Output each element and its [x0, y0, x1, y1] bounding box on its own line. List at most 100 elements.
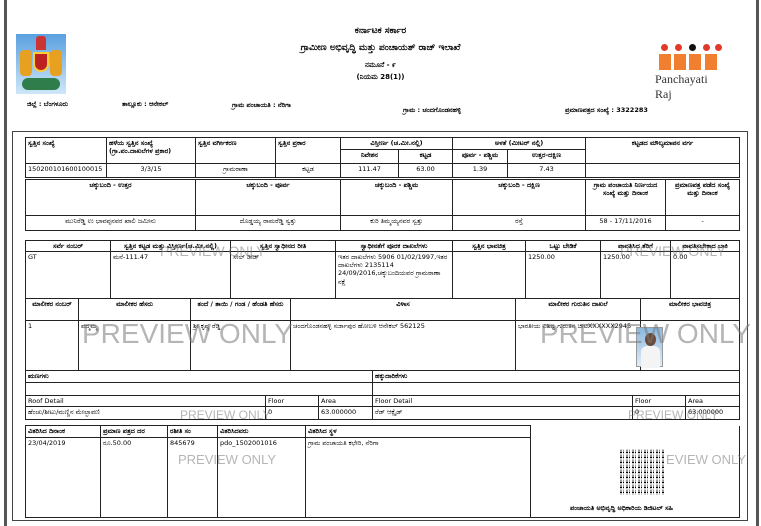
owner-table: ಮಾಲೀಕರ ನಂಬರ್ ಮಾಲೀಕರ ಹೆಸರು ತಂದೆ / ತಾಯಿ / ಗಂ… — [25, 298, 740, 371]
owner-name: ಪದ್ಮಮ್ಮ — [78, 320, 191, 371]
hdr-owner-photo: ಮಾಲೀಕರ ಭಾವಚಿತ್ರ — [640, 298, 740, 321]
village: ಗ್ರಾಮ : ಚಂದಗೊಂಡನಹಳ್ಳಿ — [403, 106, 461, 114]
rights-label: ಹಕ್ಕುದಾರಿಕೆಗಳು — [372, 370, 740, 383]
roof-detail: ಹೆಂಚು/ಶೀಟು/ಮಣ್ಣಿನ ಮೇಲ್ಛಾವಣಿ — [25, 406, 266, 421]
east-west: 1.39 — [452, 163, 508, 178]
liabilities-value — [25, 382, 373, 396]
hdr-tax-paid: ಪಾವತಿಸಿದ ತೆರಿಗೆ — [600, 239, 671, 253]
east-boundary: ದೊಡ್ಡಯ್ಯ ರಾಮರೆಡ್ಡಿ ಸ್ವತ್ತು — [195, 215, 341, 231]
certificate-number: ಪ್ರಮಾಣಪತ್ರದ ಸಂಖ್ಯೆ : 3322283 — [565, 106, 648, 114]
hdr-survey-number: ಸರ್ವೆ ನಂಬರ್ — [25, 239, 111, 253]
hdr-floor-area: Area — [685, 394, 740, 408]
roof-area: 63.000000 — [318, 406, 373, 421]
page-edge-left — [4, 0, 7, 526]
owner-address: ಚಂದಗೊಂಡನಹಳ್ಳಿ ಸರ್ಜಾಪುರ ಹೋಬಳಿ ಆನೇಕಲ್ 5621… — [290, 320, 516, 371]
floor-floor: 0 — [632, 406, 686, 421]
hdr-owner-number: ಮಾಲೀಕರ ನಂಬರ್ — [25, 298, 79, 321]
issue-date: 23/04/2019 — [25, 437, 101, 518]
hdr-balance: ಪಾವತಿಸಬೇಕಾದ ಬಾಕಿ — [670, 239, 740, 253]
hdr-roof-floor: Floor — [265, 394, 319, 408]
documents: ಇತರ ದಾಖಲೆಗಳು 5906 01/02/1997,ಇತರ ದಾಖಲೆಗಳ… — [335, 251, 453, 300]
hdr-issued-by: ವಿತರಿಸಿದವರು — [217, 425, 306, 438]
boundaries-table: ಚಕ್ಕುಬಂದಿ - ಉತ್ತರ ಚಕ್ಕುಬಂದಿ - ಪೂರ್ವ ಚಕ್ಕುಬ… — [25, 179, 740, 231]
gram-panchayat: ಗ್ರಾಮ ಪಂಚಾಯತಿ : ನೆರಿಗಾ — [232, 101, 291, 109]
north-south: 7.43 — [506, 163, 587, 178]
digital-signature-label: ಪಂಚಾಯತಿ ಅಭಿವೃದ್ಧಿ ಅಧಿಕಾರಿಯ ಡಿಜಿಟಲ್ ಸಹಿ — [570, 504, 674, 512]
relative-name: ಶ್ರೀ ಕೃಷ್ಣ ರೆಡ್ಡಿ — [190, 320, 291, 371]
hdr-east: ಚಕ್ಕುಬಂದಿ - ಪೂರ್ವ — [195, 179, 341, 216]
document-frame — [12, 131, 748, 521]
karnataka-emblem-logo — [16, 34, 66, 94]
south-boundary: ರಸ್ತೆ — [452, 215, 586, 231]
roof-floor: 0 — [265, 406, 319, 421]
hdr-old-property-number: ಹಳೆಯ ಸ್ವತ್ತಿನ ಸಂಖ್ಯೆ (ಗ್ರಾ.ಪಂ.ದಾಖಲೆಗಳ ಪ್… — [106, 137, 196, 164]
hdr-owner-id: ಮಾಲೀಕರ ಗುರುತಿನ ದಾಖಲೆ — [515, 298, 641, 321]
hdr-building-area: ಸ್ವತ್ತಿನ ಕಟ್ಟಡ ಮತ್ತು ವಿಸ್ತೀರ್ಣ(ಚ.ಮೀ.ನಲ್ಲ… — [110, 239, 231, 253]
issue-table: ವಿತರಿಸಿದ ದಿನಾಂಕ ಪ್ರಮಾಣ ಪತ್ರದ ದರ ರಶೀತಿ ಸಂ ವಿ… — [25, 425, 740, 518]
government-title: ಕರ್ನಾಟಕ ಸರ್ಕಾರ — [354, 26, 407, 36]
owner-photo — [636, 327, 663, 368]
issue-place: ಗ್ರಾಮ ಪಂಚಾಯತಿ ಕಛೇರಿ, ನೆರಿಗಾ — [305, 437, 531, 518]
fee: ರೂ.50.00 — [100, 437, 168, 518]
hdr-issue-place: ವಿತರಿಸಿದ ಸ್ಥಳ — [305, 425, 531, 438]
north-boundary: ಮುನಿರೆಡ್ಡಿ ಉ ಭಾವಪ್ಪನವರ ಖಾಲಿ ಜಮೀನು — [25, 215, 196, 231]
hdr-receipt: ರಶೀತಿ ಸಂ — [167, 425, 218, 438]
panchayati-raj-logo: Panchayati Raj — [655, 42, 725, 101]
valuation — [585, 163, 740, 178]
hdr-address: ವಿಳಾಸ — [290, 298, 516, 321]
survey-number: GT — [25, 251, 111, 300]
rule-number: (ನಿಯಮ 28(1)) — [356, 73, 405, 81]
property-table: ಸ್ವತ್ತಿನ ಸಂಖ್ಯೆ ಹಳೆಯ ಸ್ವತ್ತಿನ ಸಂಖ್ಯೆ (ಗ್ರ… — [25, 137, 740, 178]
qr-code — [620, 449, 664, 495]
hdr-owner-name: ಮಾಲೀಕರ ಹೆಸರು — [78, 298, 191, 321]
survey-table: ಸರ್ವೆ ನಂಬರ್ ಸ್ವತ್ತಿನ ಕಟ್ಟಡ ಮತ್ತು ವಿಸ್ತೀರ್… — [25, 239, 740, 300]
hdr-resolution: ಗ್ರಾಮ ಪಂಚಾಯತಿ ನಿರ್ಣಯದ ಸಂಖ್ಯೆ ಮತ್ತು ದಿನಾಂ… — [585, 179, 666, 216]
building-area: 63.00 — [398, 163, 453, 178]
issued-by: pdo_1502001016 — [217, 437, 306, 518]
hdr-total-demand: ಒಟ್ಟು ಬೇಡಿಕೆ — [525, 239, 601, 253]
floor-detail: ರೆಡ್ ಆಕ್ಸೈಡ್ — [372, 406, 633, 421]
hdr-property-type: ಸ್ವತ್ತಿನ ಪ್ರಕಾರ — [275, 137, 341, 164]
possession-type: ಸೇಲ್ ಡೀಡ್ — [230, 251, 336, 300]
logo-text: Panchayati Raj — [655, 72, 708, 101]
rights-value — [372, 382, 740, 396]
hdr-west: ಚಕ್ಕುಬಂದಿ - ಪಶ್ಚಿಮ — [340, 179, 453, 216]
balance: 0.00 — [670, 251, 740, 300]
tax-paid: 1250.00 — [600, 251, 671, 300]
hdr-property-number: ಸ್ವತ್ತಿನ ಸಂಖ್ಯೆ — [25, 137, 107, 164]
hdr-area: ವಿಸ್ತೀರ್ಣ (ಚ.ಮೀ.ನಲ್ಲಿ) — [340, 137, 453, 150]
liabilities-label: ಋಣಗಳು — [25, 370, 373, 383]
hdr-property-photo: ಸ್ವತ್ತಿನ ಭಾವಚಿತ್ರ — [452, 239, 526, 253]
hdr-relative-name: ತಂದೆ / ತಾಯಿ / ಗಂಡ / ಹೆಂಡತಿ ಹೆಸರು — [190, 298, 291, 321]
hdr-floor-detail: Floor Detail — [372, 394, 633, 408]
department-title: ಗ್ರಾಮೀಣ ಅಭಿವೃದ್ಧಿ ಮತ್ತು ಪಂಚಾಯತ್ ರಾಜ್ ಇಲಾ… — [300, 43, 461, 53]
hdr-north: ಚಕ್ಕುಬಂದಿ - ಉತ್ತರ — [25, 179, 196, 216]
hdr-possession: ಸ್ವತ್ತಿನ ಸ್ವಾಧೀನದ ರೀತಿ — [230, 239, 336, 253]
hdr-roof-area: Area — [318, 394, 373, 408]
district: ಜಿಲ್ಲೆ : ಬೆಂಗಳೂರು — [27, 100, 69, 108]
hdr-north-south: ಉತ್ತರ-ದಕ್ಷಿಣ — [506, 149, 587, 164]
hdr-valuation: ಕಟ್ಟಡದ ಮೌಲ್ಯಮಾಪನ ವರ್ಗ — [585, 137, 740, 164]
site-area: 111.47 — [340, 163, 399, 178]
west-boundary: ಕುರಿ ತಿಮ್ಮಯ್ಯನವರ ಸ್ವತ್ತು — [340, 215, 453, 231]
floor-area: 63.000000 — [685, 406, 740, 421]
certificate: - — [665, 215, 740, 231]
property-class: ಗ್ರಾಮಠಾಣಾ — [195, 163, 276, 178]
hdr-fee: ಪ್ರಮಾಣ ಪತ್ರದ ದರ — [100, 425, 168, 438]
total-demand: 1250.00 — [525, 251, 601, 300]
form-number: ನಮೂನೆ - ೯ — [365, 61, 396, 69]
hdr-documents: ಸ್ವಾಧೀನತೆಗೆ ಪೂರಕ ದಾಖಲೆಗಳು — [335, 239, 453, 253]
liabilities-table: ಋಣಗಳು ಹಕ್ಕುದಾರಿಕೆಗಳು — [25, 370, 740, 396]
page-edge-right — [756, 0, 759, 526]
roof-floor-table: Roof Detail Floor Area Floor Detail Floor Are… — [25, 394, 740, 421]
hdr-east-west: ಪೂರ್ವ - ಪಶ್ಚಿಮ — [452, 149, 508, 164]
owner-id: ಭಾರತೀಯ ವಿಶಿಷ್ಟ ಗುರುತಿನ ಚೀಟಿXXXXXX2945 — [515, 320, 641, 371]
hdr-building: ಕಟ್ಟಡ — [398, 149, 453, 164]
resolution: 58 - 17/11/2016 — [585, 215, 666, 231]
owner-number: 1 — [25, 320, 79, 371]
hdr-certificate: ಪ್ರಮಾಣಪತ್ರ ಪಡೆದ ಸಂಖ್ಯೆ ಮತ್ತು ದಿನಾಂಕ — [665, 179, 740, 216]
hdr-issue-date: ವಿತರಿಸಿದ ದಿನಾಂಕ — [25, 425, 101, 438]
hdr-roof-detail: Roof Detail — [25, 394, 266, 408]
property-photo — [452, 251, 526, 300]
hdr-measurement: ಅಳತೆ (ಮೀಟರ್ ನಲ್ಲಿ) — [451, 137, 587, 150]
